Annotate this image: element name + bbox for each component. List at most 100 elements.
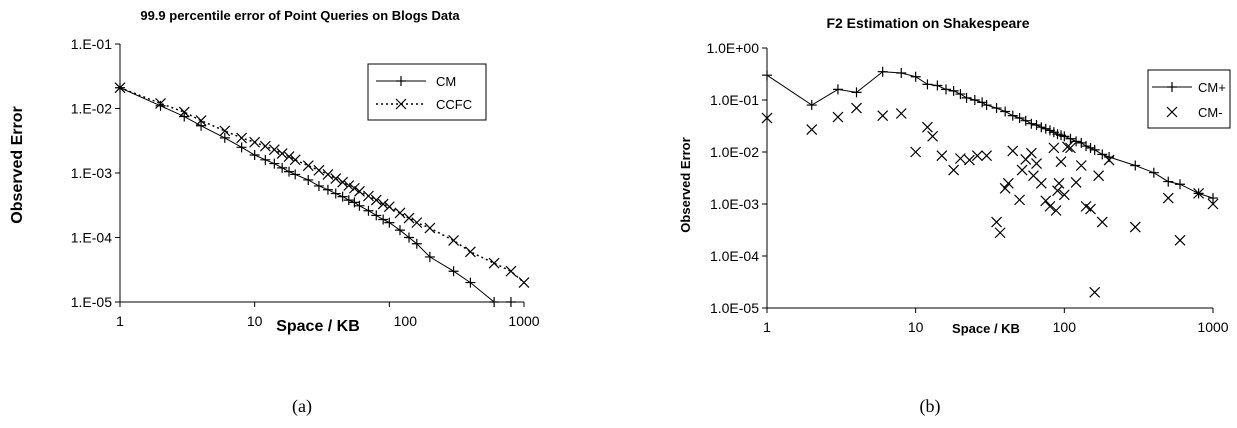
chart-b-series-1-point — [1048, 142, 1060, 154]
chart-b-series-1-point — [1053, 177, 1065, 189]
chart-a-series-0-point — [290, 169, 301, 180]
chart-b-series-1-point — [1089, 286, 1101, 298]
chart-b-series-0-point — [961, 92, 972, 103]
chart-b-series-0-point — [969, 95, 980, 105]
chart-b-series-0-point — [1000, 106, 1011, 117]
chart-a-series-0-point — [284, 166, 295, 177]
chart-a-series-0-point — [155, 100, 166, 111]
chart-b-marks: 1.0E-05 1.0E-04 1.0E-03 1.0E-02 1.0E-01 1.0E+… — [706, 40, 1228, 335]
chart-b-series-0-point — [1020, 115, 1031, 126]
chart-b-series-1-point — [948, 164, 960, 176]
chart-a-title: 99.9 percentile error of Point Queries o… — [140, 8, 460, 23]
chart-a-legend-ccfc-label: CCFC — [436, 97, 472, 112]
chart-a-series-1-point — [518, 277, 530, 289]
chart-b-series-1-point — [1014, 194, 1026, 206]
chart-a-series-1-line — [119, 87, 525, 284]
chart-b-series-0-point — [806, 100, 817, 111]
chart-b-series-0-point — [1163, 176, 1174, 187]
chart-b-series-0-point — [1031, 120, 1042, 131]
chart-b-series-1-point — [1207, 198, 1219, 210]
chart-b-series-1-point — [1085, 203, 1096, 215]
chart-b-series-0-point — [896, 68, 907, 79]
chart-b-x-tick-label: 100 — [1053, 319, 1077, 335]
chart-a-series-1-point — [313, 164, 325, 176]
chart-b-series-0-point — [1081, 141, 1092, 152]
chart-b-x-tick-label: 10 — [908, 319, 924, 335]
chart-a-series-0-point — [313, 180, 324, 191]
chart-b-series-1-point — [1070, 176, 1082, 188]
chart-a-legend: CM CCFC — [367, 63, 487, 121]
chart-b-series-1-point — [1096, 216, 1108, 228]
chart-a-series-1-point — [488, 257, 500, 269]
chart-b-y-tick-label: 1.0E-01 — [710, 92, 759, 108]
chart-a-series-1-point — [337, 176, 349, 188]
chart-b-series-0-point — [991, 103, 1002, 114]
chart-b-series-1-point — [806, 124, 818, 135]
chart-b-series-0-point — [1175, 179, 1186, 190]
chart-b-series-1-point — [1193, 187, 1205, 199]
chart-a-series-0-point — [260, 154, 271, 165]
chart-b-series-0-point — [977, 97, 988, 108]
chart-a-series-1-point — [268, 144, 280, 156]
chart-a-series-1-point — [289, 154, 301, 166]
chart-b-legend-cmminus-marker — [1166, 106, 1178, 118]
chart-b-series-0-point — [1014, 113, 1025, 124]
chart-a-series-1-point — [249, 136, 261, 148]
chart-b-series-1-point — [1044, 200, 1056, 212]
chart-a-series-1-point — [354, 185, 365, 197]
chart-b-xlabel: Space / KB — [952, 321, 1020, 336]
chart-a-caption: (a) — [292, 396, 312, 417]
chart-b-series-1-point — [1058, 189, 1070, 201]
chart-a-series-1-point — [377, 198, 389, 210]
chart-a-series-0-point — [303, 174, 314, 185]
chart-a-series-0-point — [277, 162, 288, 173]
chart-b-series-1-point — [1174, 234, 1186, 246]
chart-b-series-0-point — [1036, 122, 1047, 133]
chart-a-series-0-point — [424, 251, 435, 262]
chart-b-y-tick-label: 1.0E+00 — [706, 40, 759, 56]
chart-b-series-0-point — [1007, 110, 1018, 121]
chart-a-series-1-point — [448, 235, 460, 246]
chart-b-series-1-point — [1075, 160, 1087, 171]
chart-a: 99.9 percentile error of Point Queries o… — [9, 8, 540, 417]
chart-a-legend-cm-marker — [396, 76, 406, 86]
chart-b-series-0-point — [981, 100, 992, 111]
chart-a-series-0-point — [354, 200, 365, 211]
chart-a-series-1-point — [259, 140, 271, 152]
chart-a-legend-box — [367, 63, 487, 121]
chart-b-legend-cmplus-label: CM+ — [1198, 80, 1226, 95]
chart-b-series-0-point — [832, 84, 843, 95]
chart-a-series-0-point — [363, 205, 374, 216]
chart-a-series-1-point — [322, 169, 334, 180]
chart-b-series-1-point — [1031, 158, 1042, 169]
chart-a-series-1-point — [195, 115, 207, 126]
chart-b-series-1-point — [1162, 192, 1174, 204]
chart-b-series-0-point — [941, 84, 952, 95]
chart-a-y-tick-label: 1.E-01 — [71, 36, 112, 52]
chart-a-xlabel: Space / KB — [276, 318, 360, 335]
chart-a-series-0-point — [219, 132, 230, 143]
chart-b-series-1-point — [1062, 141, 1073, 153]
chart-b-series-1-point — [877, 110, 889, 122]
chart-b-series-1-point — [895, 108, 907, 119]
chart-a-series-0-point — [269, 158, 280, 169]
chart-a-series-0-point — [465, 277, 476, 288]
chart-a-series-1-point — [424, 222, 436, 234]
chart-a-legend-ccfc-marker — [395, 98, 407, 110]
chart-b-series-0-point — [762, 70, 772, 81]
chart-b-series-1-point — [851, 102, 862, 114]
chart-b-title: F2 Estimation on Shakespeare — [826, 15, 1029, 31]
chart-a-series-1-point — [394, 207, 406, 219]
chart-b-series-1-point — [1016, 164, 1028, 176]
chart-a-series-0-point — [394, 225, 405, 236]
chart-b-series-1-point — [1093, 170, 1105, 182]
chart-b-series-1-point — [994, 227, 1006, 239]
chart-b-series-0-point — [922, 79, 933, 90]
chart-a-series-0-point — [404, 232, 415, 243]
chart-a-series-0-point — [337, 191, 348, 202]
chart-a-series-1-point — [343, 180, 355, 191]
chart-b-x-tick-label: 1 — [763, 319, 771, 335]
chart-a-marks: 1.E-05 1.E-04 1.E-03 1.E-02 1.E-01 1 10 100 1000 — [71, 36, 540, 329]
chart-a-series-0-point — [371, 210, 382, 221]
